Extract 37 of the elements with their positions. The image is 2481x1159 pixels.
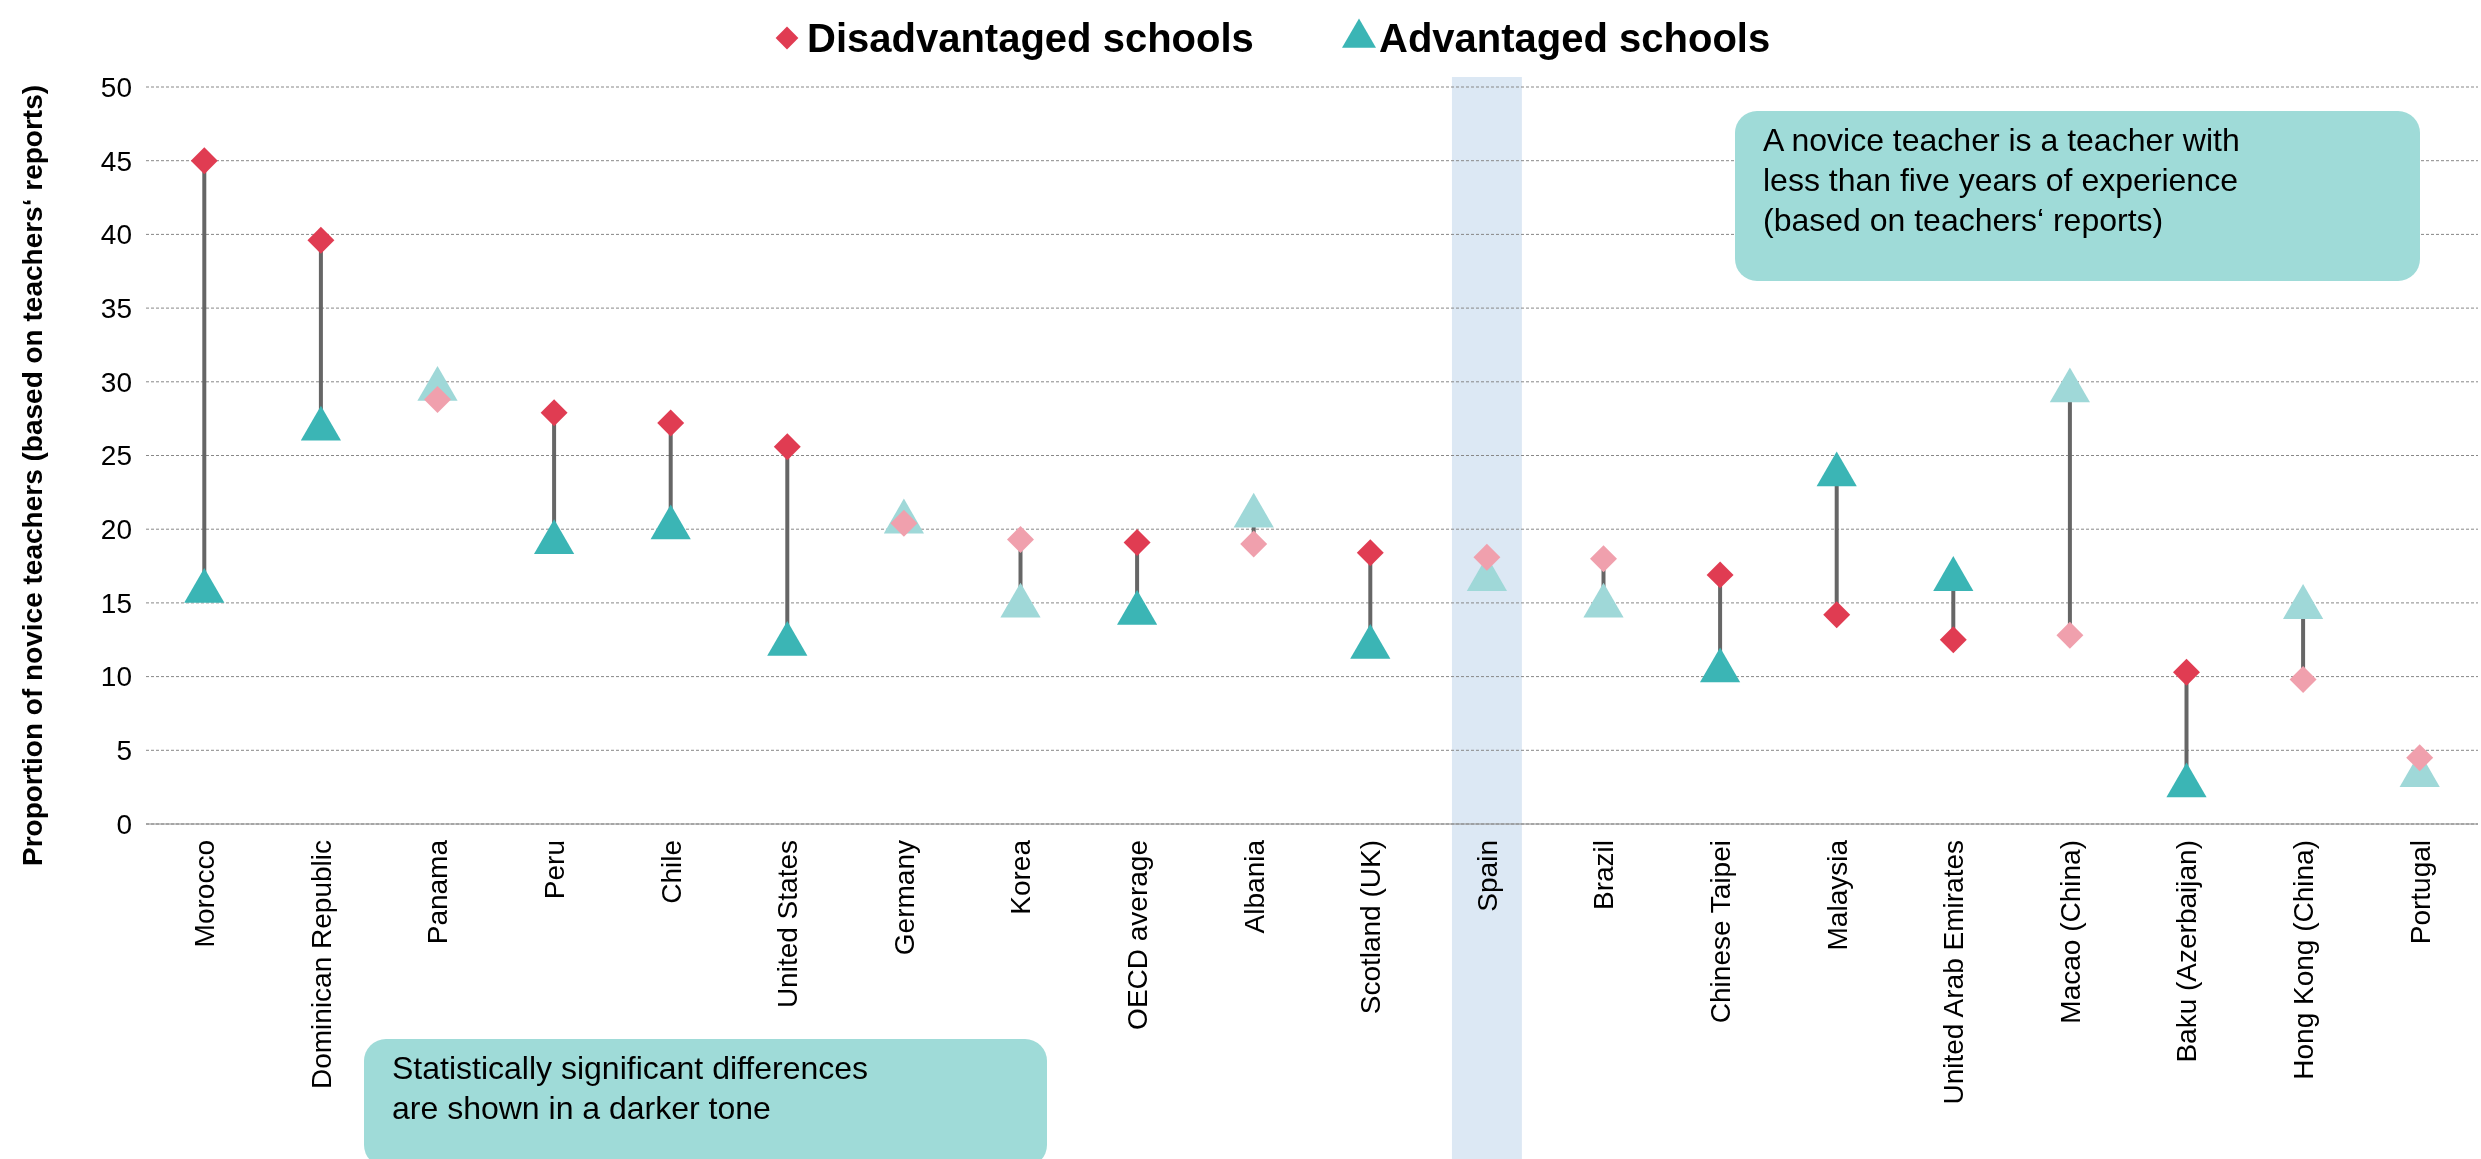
callout-box: Statistically significant differences are shown in a darker tone — [364, 1039, 1047, 1159]
y-tick-label: 10 — [100, 661, 132, 693]
x-tick-label: Scotland (UK) — [1355, 840, 1387, 1015]
x-tick-label: Peru — [538, 840, 570, 900]
x-tick-label: OECD average — [1121, 840, 1153, 1030]
x-tick-label: Panama — [422, 839, 454, 945]
x-tick-label: Morocco — [189, 840, 221, 948]
x-tick-label: United Arab Emirates — [1938, 840, 1970, 1105]
x-tick-label: Dominican Republic — [305, 840, 337, 1090]
y-tick-label: 5 — [116, 735, 132, 767]
x-tick-label: United States — [772, 840, 804, 1009]
y-tick-label: 50 — [100, 71, 132, 103]
y-tick-label: 20 — [100, 514, 132, 545]
legend-label: Disadvantaged schools — [807, 16, 1254, 60]
x-tick-label: Albania — [1238, 839, 1270, 934]
y-tick-label: 35 — [100, 292, 132, 324]
x-tick-label: Germany — [888, 840, 920, 956]
x-tick-label: Hong Kong (China) — [2287, 840, 2319, 1080]
y-tick-label: 30 — [100, 366, 132, 398]
x-tick-label: Chinese Taipei — [1704, 840, 1736, 1024]
y-tick-label: 15 — [100, 587, 132, 619]
x-tick-label: Brazil — [1588, 840, 1620, 911]
y-tick-label: 45 — [100, 145, 132, 177]
y-axis-title: Proportion of novice teachers (based on teachers‘ reports) — [17, 84, 48, 867]
x-tick-label: Spain — [1471, 840, 1503, 912]
x-tick-label: Chile — [655, 840, 687, 904]
annotation: A novice teacher is a teacher with less than five years of experience (based on teachers‘ reports) — [1763, 122, 2240, 238]
x-tick-label: Macao (China) — [2054, 840, 2086, 1024]
x-tick-label: Baku (Azerbaijan) — [2171, 840, 2203, 1063]
y-tick-label: 25 — [100, 440, 132, 472]
x-tick-label: Malaysia — [1821, 839, 1853, 951]
y-tick-label: 40 — [100, 219, 132, 251]
legend-label: Advantaged schools — [1379, 16, 1771, 60]
y-tick-label: 0 — [116, 808, 132, 840]
x-tick-label: Portugal — [2404, 840, 2436, 945]
callout-box: A novice teacher is a teacher with less than five years of experience (based on teachers‘ reports) — [1735, 111, 2420, 281]
x-tick-label: Korea — [1005, 839, 1037, 915]
